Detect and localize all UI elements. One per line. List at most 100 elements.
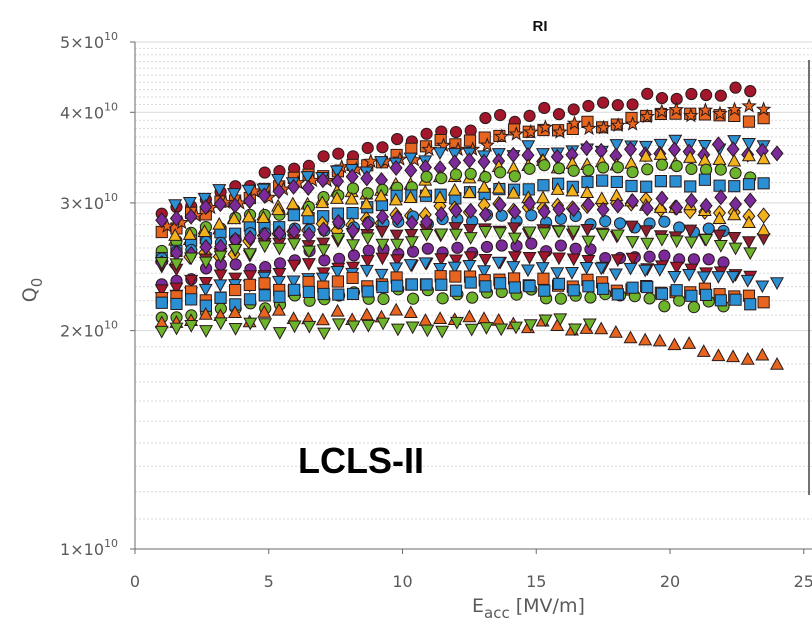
- data-point: [271, 302, 286, 316]
- data-point: [315, 195, 330, 209]
- data-point: [493, 128, 510, 144]
- data-point: [420, 324, 435, 338]
- data-point: [625, 252, 640, 266]
- data-point: [728, 242, 743, 256]
- data-point: [346, 222, 360, 239]
- data-point: [389, 262, 404, 276]
- data-point: [318, 254, 331, 267]
- data-point: [623, 262, 638, 276]
- data-point: [316, 237, 331, 251]
- data-point: [199, 198, 213, 216]
- data-point: [477, 179, 492, 193]
- data-point: [404, 162, 418, 179]
- data-point: [523, 280, 536, 293]
- data-point: [654, 103, 670, 119]
- data-point: [551, 225, 566, 239]
- data-point: [757, 177, 770, 190]
- data-point: [273, 290, 286, 303]
- data-point: [229, 283, 242, 297]
- data-point: [658, 300, 671, 313]
- data-point: [711, 271, 726, 284]
- data-point: [212, 216, 227, 230]
- data-point: [669, 235, 684, 249]
- data-point: [420, 278, 433, 291]
- data-point: [214, 291, 227, 304]
- data-point: [522, 183, 535, 196]
- data-point: [182, 227, 197, 240]
- data-point: [493, 227, 508, 241]
- data-point: [435, 325, 450, 339]
- data-point: [682, 269, 697, 282]
- data-point: [643, 250, 656, 263]
- data-point: [610, 229, 625, 243]
- data-point: [640, 200, 654, 217]
- data-point: [552, 277, 566, 290]
- data-point: [667, 337, 682, 351]
- data-point: [229, 298, 242, 311]
- data-point: [184, 274, 199, 288]
- data-point: [462, 152, 476, 169]
- data-point: [611, 98, 624, 112]
- data-point: [301, 258, 316, 271]
- data-point: [317, 221, 331, 238]
- data-point: [464, 323, 479, 337]
- data-point: [611, 161, 624, 174]
- data-point: [330, 266, 345, 279]
- data-point: [433, 311, 448, 324]
- data-point: [477, 153, 491, 170]
- data-point: [641, 163, 654, 176]
- data-point: [769, 356, 785, 370]
- data-point: [491, 256, 506, 270]
- data-point: [581, 120, 597, 136]
- data-point: [740, 351, 755, 365]
- data-point: [712, 211, 727, 224]
- y-axis-title-sub: 0: [28, 278, 46, 288]
- data-point: [537, 227, 552, 241]
- data-point: [611, 197, 625, 214]
- data-point: [712, 229, 727, 243]
- data-point: [287, 320, 302, 334]
- data-point: [241, 184, 256, 198]
- data-point: [755, 347, 770, 361]
- data-point: [597, 282, 610, 295]
- data-point: [243, 193, 257, 210]
- data-point: [271, 202, 286, 216]
- data-point: [569, 242, 582, 255]
- data-point: [584, 243, 597, 256]
- data-point: [711, 348, 726, 362]
- data-point: [553, 313, 568, 327]
- data-point: [726, 101, 743, 117]
- data-point: [199, 238, 213, 256]
- data-point: [363, 153, 379, 168]
- data-point: [302, 226, 316, 243]
- data-point: [669, 261, 684, 275]
- data-point: [582, 318, 597, 332]
- data-point: [361, 319, 376, 333]
- data-point: [433, 263, 448, 276]
- data-point: [744, 85, 757, 98]
- data-point: [346, 239, 361, 253]
- data-point: [652, 333, 667, 347]
- data-point: [643, 292, 656, 305]
- data-point: [596, 228, 611, 242]
- data-point: [552, 162, 566, 175]
- data-point: [655, 287, 669, 300]
- data-point: [184, 320, 199, 333]
- data-points: [154, 81, 785, 370]
- data-point: [213, 269, 228, 283]
- data-point: [464, 276, 477, 289]
- data-point: [331, 213, 345, 231]
- data-point: [463, 232, 478, 245]
- data-point: [699, 197, 713, 214]
- data-point: [552, 124, 568, 139]
- data-point: [741, 138, 756, 151]
- data-point: [580, 140, 594, 157]
- data-point: [741, 236, 756, 249]
- data-point: [729, 166, 742, 180]
- data-point: [182, 197, 197, 210]
- data-point: [579, 261, 594, 275]
- data-point: [638, 140, 653, 154]
- data-point: [658, 215, 671, 228]
- data-point: [241, 209, 256, 223]
